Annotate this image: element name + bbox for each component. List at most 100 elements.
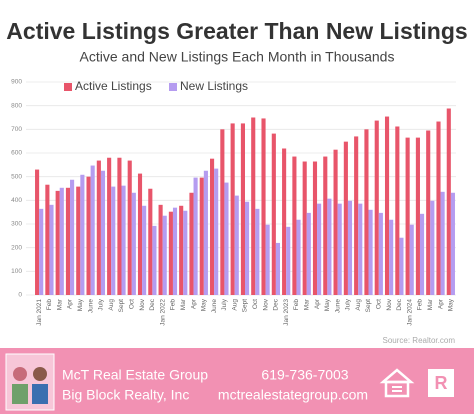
x-tick-label: Oct [128, 299, 135, 309]
bar [127, 160, 132, 295]
bar [354, 136, 359, 295]
bar [327, 198, 332, 295]
bar [76, 186, 81, 295]
x-tick-label: June [334, 299, 341, 313]
bar [158, 204, 163, 295]
y-tick-label: 400 [11, 197, 22, 204]
bar [286, 226, 291, 295]
y-tick-label: 800 [11, 102, 22, 109]
x-tick-label: July [221, 298, 228, 310]
x-tick-label: Dec [149, 298, 156, 310]
x-tick-label: Feb [293, 299, 300, 311]
x-tick-label: Jan 2023 [283, 299, 290, 326]
x-tick-label: Mar [180, 298, 187, 310]
bar [384, 116, 390, 295]
x-tick-label: Aug [355, 299, 362, 311]
bar [49, 204, 54, 295]
bar [55, 190, 60, 295]
y-tick-label: 200 [11, 244, 22, 251]
x-tick-label: Sept [118, 299, 125, 313]
bar [426, 130, 431, 295]
x-tick-label: May [324, 298, 331, 311]
bar [378, 212, 383, 295]
bar [168, 211, 173, 295]
chart-title: Active Listings Greater Than New Listing… [6, 18, 467, 44]
bar [240, 123, 245, 296]
x-tick-label: July [98, 298, 105, 310]
bar [214, 168, 219, 295]
x-tick-label: Jan 2022 [159, 299, 166, 326]
bar [333, 149, 338, 295]
x-tick-label: Dec [396, 298, 403, 310]
bar [245, 201, 250, 295]
bar [265, 224, 270, 295]
bar [35, 169, 40, 295]
bar [96, 160, 101, 295]
bar [80, 174, 85, 295]
x-tick-label: May [448, 298, 455, 311]
bar [364, 129, 369, 295]
x-tick-label: Oct [376, 299, 383, 309]
y-tick-label: 500 [11, 173, 22, 180]
y-tick-label: 300 [11, 221, 22, 228]
legend-swatch [169, 83, 177, 91]
x-tick-label: July [345, 298, 352, 310]
bar [45, 184, 50, 295]
x-tick-label: Aug [108, 299, 115, 311]
y-tick-label: 100 [11, 268, 22, 275]
x-tick-label: Apr [314, 298, 321, 309]
y-tick-label: 700 [11, 126, 22, 133]
x-tick-label: May [201, 298, 208, 311]
bar [137, 173, 143, 295]
x-tick-label: Feb [46, 299, 53, 311]
bar [312, 161, 318, 295]
bar [148, 188, 153, 295]
bar [343, 141, 348, 295]
bar [261, 118, 266, 296]
realtor-icon: R [428, 369, 454, 397]
y-tick-label: 600 [11, 150, 22, 157]
bar [59, 187, 64, 295]
x-tick-label: Sept [242, 299, 249, 313]
x-tick-label: Feb [417, 299, 424, 311]
x-tick-label: Sept [365, 299, 372, 313]
bar [389, 219, 394, 295]
bar [395, 126, 400, 295]
bar [271, 133, 276, 295]
legend-swatch [64, 83, 72, 91]
bar [358, 203, 363, 295]
bar [121, 185, 126, 295]
bar [111, 186, 116, 295]
legend-label: Active Listings [75, 79, 152, 93]
bar [450, 192, 455, 295]
bar [409, 224, 414, 295]
bar [337, 203, 342, 295]
agent-photo [5, 353, 55, 411]
bar [296, 219, 301, 295]
bar [210, 158, 215, 295]
bar [306, 212, 311, 295]
x-tick-label: Apr [67, 298, 74, 309]
x-tick-label: Mar [303, 298, 310, 310]
brokerage-name: Big Block Realty, Inc [62, 387, 189, 403]
bar [100, 170, 106, 295]
bar [255, 208, 260, 295]
bar [142, 205, 147, 295]
bar [419, 213, 425, 295]
x-tick-label: Mar [56, 298, 63, 310]
bar [347, 200, 353, 295]
x-tick-label: June [211, 299, 218, 313]
y-tick-label: 900 [11, 79, 22, 86]
bar [107, 157, 112, 295]
phone: 619-736-7003 [261, 367, 348, 383]
bar [251, 117, 256, 295]
bar [152, 225, 157, 295]
bar [199, 177, 204, 295]
bar [183, 210, 188, 295]
bar [189, 192, 194, 295]
bar [292, 156, 297, 295]
bar [70, 179, 75, 295]
bar [193, 177, 198, 295]
bar [117, 157, 122, 295]
